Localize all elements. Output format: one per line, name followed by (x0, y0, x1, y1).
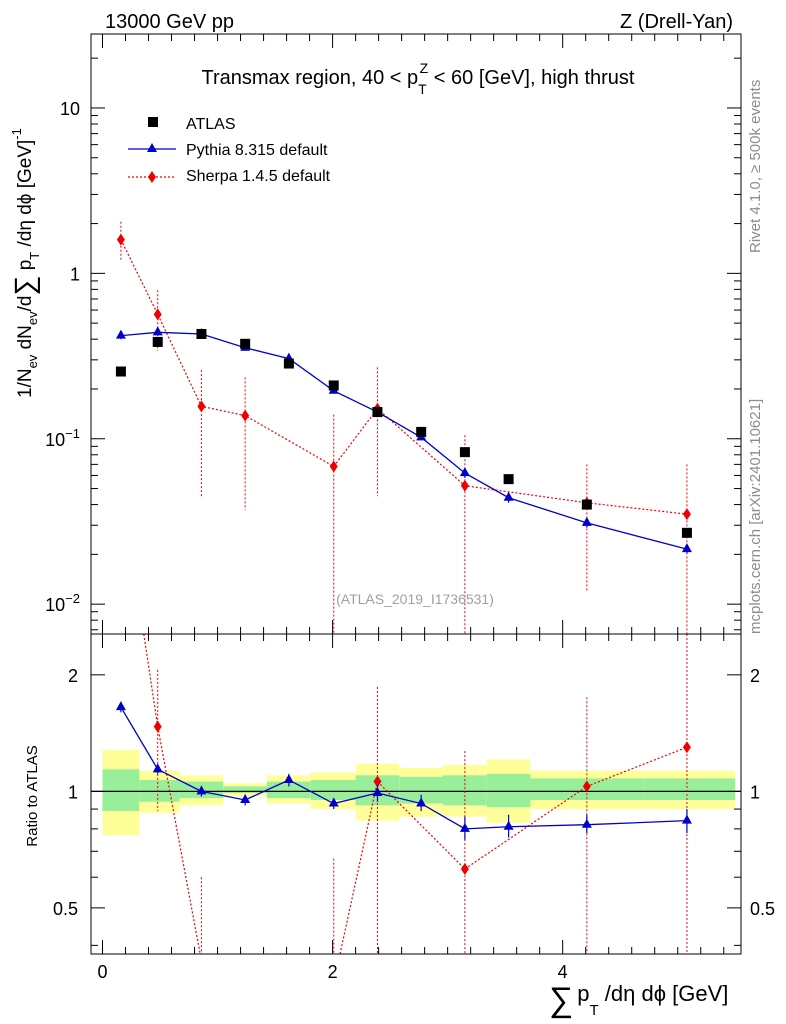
legend-sherpa-label: Sherpa 1.4.5 default (186, 168, 331, 185)
sherpa-ratio-line (464, 785, 588, 870)
pythia-ratio-point (328, 797, 339, 807)
atlas-point (240, 338, 251, 349)
sherpa-point (329, 460, 338, 473)
header-left: 13000 GeV pp (105, 11, 234, 33)
atlas-point (115, 366, 126, 377)
sherpa-ratio-point (373, 775, 382, 788)
ratio-green-band (223, 786, 268, 794)
atlas-point (459, 447, 470, 458)
sherpa-line (120, 239, 687, 515)
atlas-point (196, 328, 207, 339)
ratio-green-band (486, 773, 531, 808)
sherpa-point (116, 233, 125, 246)
sherpa-point (241, 409, 250, 422)
main-y-axis-label: 1/Nev dNev/d∑ pT /dη dϕ [GeV]-1 (9, 128, 42, 398)
pythia-ratio-point (581, 818, 592, 828)
sherpa-point (197, 400, 206, 413)
analysis-watermark: (ATLAS_2019_I1736531) (336, 591, 494, 607)
pythia-ratio-point (115, 701, 126, 711)
atlas-point (328, 380, 339, 391)
ratio-y-tick-label-left: 0.5 (53, 899, 78, 919)
rivet-version-label: Rivet 4.1.0, ≥ 500k events (747, 80, 764, 253)
ratio-y-tick-label-right: 1 (750, 782, 760, 802)
mcplots-label: mcplots.cern.ch [arXiv:2401.10621] (747, 399, 764, 634)
ratio-y-axis-label: Ratio to ATLAS (24, 745, 41, 846)
sherpa-ratio-line (339, 781, 379, 955)
legend-pythia-label: Pythia 8.315 default (186, 142, 328, 159)
pythia-ratio-point (681, 814, 692, 824)
ratio-y-tick-label-right: 2 (750, 666, 760, 686)
sherpa-point (682, 508, 691, 521)
ratio-plot-panel: 0.5 0.5 1 1 2 2 0 2 4 Ratio to ATLAS (24, 633, 775, 982)
pythia-point (152, 326, 163, 336)
atlas-point (416, 426, 427, 437)
sherpa-point (460, 479, 469, 492)
legend-pythia-marker (147, 143, 157, 152)
legend: ATLAS Pythia 8.315 default Sherpa 1.4.5 … (128, 116, 331, 185)
atlas-point (581, 499, 592, 510)
pythia-point (581, 516, 592, 526)
pythia-point (681, 543, 692, 553)
atlas-point (681, 527, 692, 538)
sherpa-ratio-point (582, 780, 591, 793)
atlas-point (372, 407, 383, 418)
main-plot-panel: 10−2 10−1 1 10 Transmax region, 40 < pTZ < … (9, 33, 742, 635)
main-y-tick-label: 10 (60, 99, 80, 119)
pythia-ratio-point (283, 773, 294, 783)
main-axis-ticks: 10−2 10−1 1 10 (45, 34, 741, 634)
pythia-ratio-point (372, 787, 383, 797)
pythia-ratio-point (196, 785, 207, 795)
main-series (115, 221, 692, 634)
sherpa-ratio-line (586, 746, 688, 787)
ratio-y-tick-label-right: 0.5 (750, 899, 775, 919)
main-y-tick-label: 1 (70, 264, 80, 284)
ratio-plot-frame (90, 633, 742, 955)
pythia-point (503, 491, 514, 501)
pythia-ratio-point (152, 763, 163, 773)
sherpa-ratio-point (460, 863, 469, 876)
main-y-tick-label: 10−2 (45, 591, 80, 615)
sherpa-point (153, 308, 162, 321)
x-tick-label: 4 (558, 962, 568, 982)
pythia-ratio-point (416, 797, 427, 807)
pythia-point (459, 467, 470, 477)
ratio-green-band (643, 778, 736, 800)
pythia-ratio-line (120, 706, 687, 830)
atlas-point (152, 336, 163, 347)
ratio-y-tick-label-left: 1 (68, 782, 78, 802)
ratio-series (115, 633, 692, 955)
ratio-green-band (102, 769, 140, 811)
x-tick-label: 2 (328, 962, 338, 982)
legend-sherpa-marker (148, 171, 156, 183)
sherpa-ratio-point (682, 741, 691, 754)
sherpa-ratio-line (143, 633, 159, 727)
sherpa-ratio-point (153, 720, 162, 733)
pythia-point (115, 329, 126, 339)
pythia-ratio-point (240, 793, 251, 803)
legend-atlas-label: ATLAS (186, 116, 236, 133)
sherpa-ratio-line (157, 726, 201, 955)
ratio-green-band (310, 779, 356, 800)
atlas-point (283, 358, 294, 369)
pythia-line (120, 331, 688, 550)
ratio-axis-ticks: 0.5 0.5 1 1 2 2 0 2 4 (53, 634, 775, 982)
main-y-tick-label: 10−1 (45, 426, 80, 450)
ratio-y-tick-label-left: 2 (68, 666, 78, 686)
atlas-point (503, 474, 514, 485)
legend-atlas-marker (148, 117, 158, 127)
x-axis-label: ∑ pT /dη dϕ [GeV] (549, 981, 728, 1019)
pythia-ratio-point (459, 822, 470, 832)
x-tick-label: 0 (97, 962, 107, 982)
plot-title: Transmax region, 40 < pTZ < 60 [GeV], hi… (202, 60, 635, 97)
pythia-ratio-point (503, 820, 514, 830)
header-right: Z (Drell-Yan) (620, 11, 733, 33)
